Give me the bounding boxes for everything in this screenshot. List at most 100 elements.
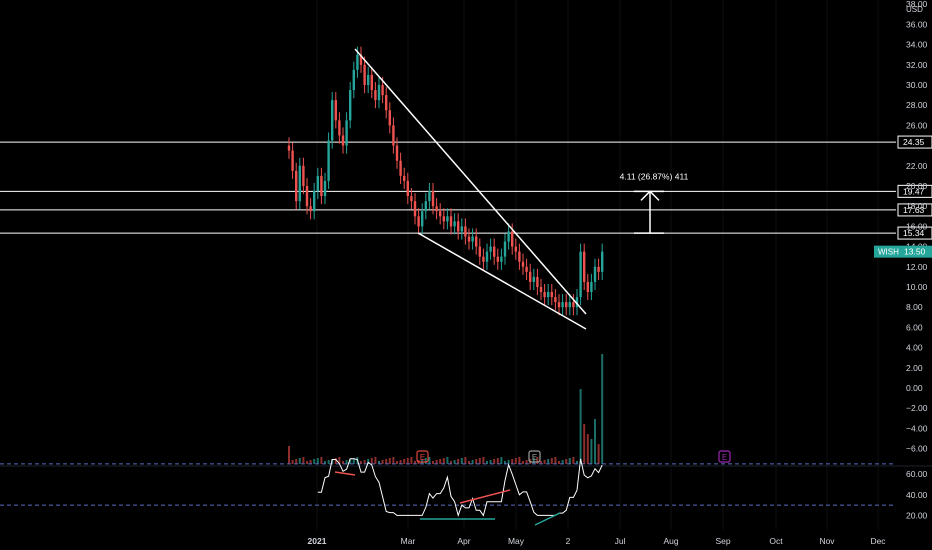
volume-bar <box>489 460 492 464</box>
volume-bar <box>464 457 467 464</box>
horizontal-level-label: 17.63 <box>903 205 925 215</box>
price-tick-label: 32.00 <box>906 60 928 70</box>
candle-body <box>460 226 463 232</box>
rsi-divergence-line <box>534 512 561 526</box>
horizontal-level-tag <box>897 135 932 149</box>
candle-body <box>399 160 402 176</box>
volume-bar <box>525 460 528 464</box>
volume-bar <box>601 354 604 464</box>
candle-body <box>547 292 550 298</box>
volume-bar <box>324 461 326 464</box>
volume-bar <box>514 458 517 464</box>
candle-body <box>471 236 474 242</box>
candle-body <box>349 90 352 121</box>
volume-bar <box>342 461 344 464</box>
price-tick-label: 2.00 <box>906 363 923 373</box>
volume-bar <box>532 458 535 464</box>
rsi-divergence-line <box>459 489 511 504</box>
trendlines[interactable] <box>354 48 587 330</box>
candle-body <box>377 85 381 101</box>
volume-bars <box>288 354 604 464</box>
candle-body <box>482 256 485 262</box>
time-tick-label: Apr <box>457 536 470 546</box>
volume-bar <box>450 461 452 464</box>
earnings-marker-label: E <box>722 453 727 462</box>
volume-bar <box>363 460 366 464</box>
volume-bar <box>536 457 539 464</box>
candle-body <box>586 281 589 293</box>
volume-bar <box>352 458 355 464</box>
volume-bar <box>334 458 337 464</box>
currency-label: USD <box>906 5 923 14</box>
measure-tool[interactable]: 4.11 (26.87%) 411 <box>620 171 689 234</box>
volume-bar <box>327 460 330 464</box>
candle-body <box>565 302 568 308</box>
candle-body <box>561 302 564 308</box>
candle-body <box>291 150 294 171</box>
volume-bar <box>345 460 348 464</box>
grid-lines <box>316 0 879 530</box>
volume-bar <box>288 446 290 464</box>
horizontal-levels[interactable]: 24.35 19.47 17.63 15.34 <box>0 135 932 240</box>
price-tick-label: 0.00 <box>906 383 923 393</box>
candle-body <box>579 251 582 298</box>
price-tick-label: 6.00 <box>906 322 923 332</box>
volume-bar <box>496 458 499 464</box>
wedge-lower-trendline[interactable] <box>417 232 587 330</box>
volume-bar <box>385 459 388 464</box>
rsi-axis: 20.00 40.00 60.00 <box>906 469 928 520</box>
candle-body <box>298 165 301 202</box>
candle-body <box>287 145 291 151</box>
candle-body <box>597 266 600 272</box>
candle-body <box>385 95 388 111</box>
volume-bar <box>586 434 589 464</box>
volume-bar <box>507 460 510 464</box>
volume-bar <box>579 389 582 464</box>
time-tick-label: Aug <box>663 536 678 546</box>
earnings-marker[interactable] <box>528 450 541 463</box>
candle-body <box>356 54 359 70</box>
candle-body <box>532 276 535 282</box>
candle-body <box>388 110 391 126</box>
horizontal-level-tag <box>897 203 932 217</box>
candle-body <box>431 191 435 207</box>
candle-body <box>575 297 579 308</box>
wedge-upper-trendline[interactable] <box>354 48 587 315</box>
candle-body <box>583 251 586 282</box>
volume-bar <box>565 459 568 464</box>
volume-bar <box>583 424 586 464</box>
volume-bar <box>576 461 578 464</box>
symbol-label: WISH <box>878 248 899 257</box>
volume-bar <box>381 460 384 464</box>
rsi-tick-label: 60.00 <box>906 469 928 479</box>
candle-body <box>557 302 561 308</box>
candle-body <box>327 140 330 181</box>
volume-bar <box>302 457 305 464</box>
volume-bar <box>360 461 362 464</box>
candle-body <box>309 206 312 212</box>
candle-body <box>323 180 327 197</box>
candlestick-series <box>287 46 604 316</box>
earnings-marker[interactable] <box>718 450 731 463</box>
earnings-marker[interactable] <box>416 450 429 463</box>
candle-body <box>417 216 420 227</box>
time-axis[interactable]: 2021 Mar Apr May 2 Jul Aug Sep Oct Nov Dec <box>308 536 887 546</box>
price-tick-label: 12.00 <box>906 262 928 272</box>
volume-bar <box>597 444 600 464</box>
volume-bar <box>338 457 341 464</box>
volume-bar <box>493 459 496 464</box>
rsi-divergence-line <box>334 471 356 476</box>
volume-bar <box>403 459 406 464</box>
time-tick-label: 2021 <box>308 536 327 546</box>
volume-bar <box>457 459 460 464</box>
candle-body <box>374 90 377 101</box>
price-tick-label: 16.00 <box>906 221 928 231</box>
candle-body <box>331 100 334 141</box>
candle-body <box>363 64 366 85</box>
price-tick-label: 34.00 <box>906 40 928 50</box>
price-tick-label: 22.00 <box>906 161 928 171</box>
volume-bar <box>428 457 431 464</box>
